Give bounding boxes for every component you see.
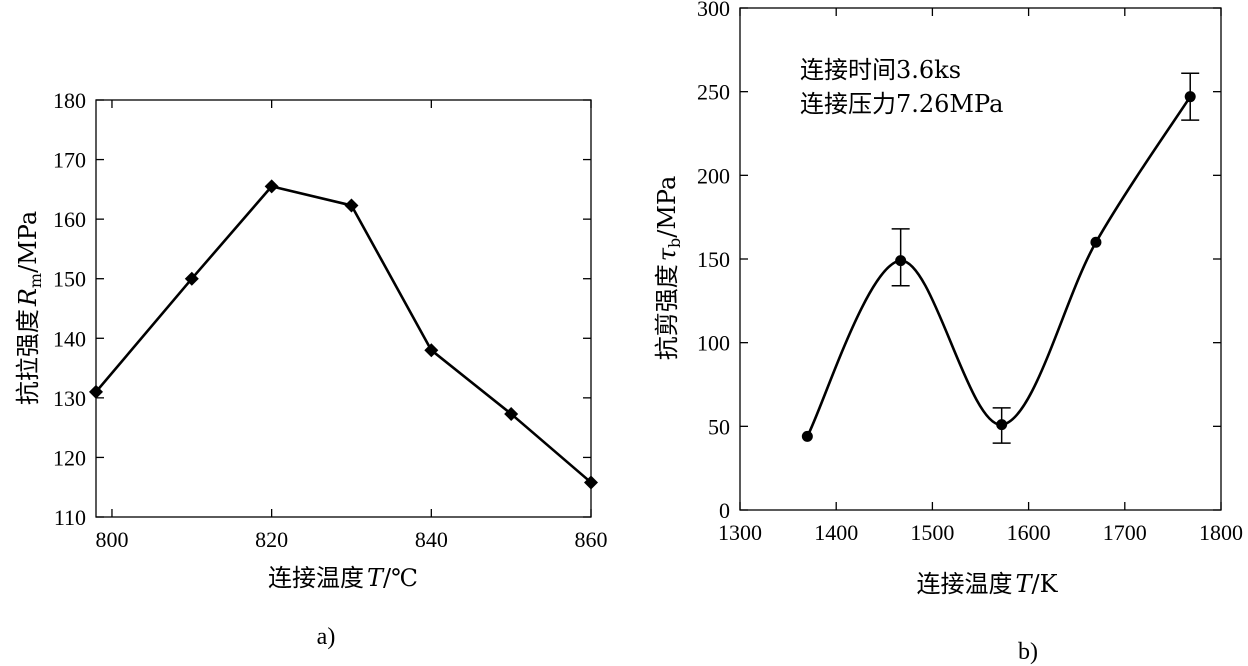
chart-a-data-point [584,475,598,490]
chart-a-data-point [424,343,439,358]
chart-b-xlabel: 连接温度 T/K [916,570,1058,598]
chart-a-ylabel: 抗拉强度Rm/MPa [14,211,45,405]
chart-a-ytick-label: 150 [53,267,86,292]
chart-a-series-line [95,185,592,484]
chart-b-data-point [996,419,1008,431]
chart-a-xlabel: 连接温度 T/℃ [268,564,418,592]
chart-b-xtick-label: 1700 [1103,520,1147,545]
chart-b-ytick-label: 300 [697,0,730,21]
chart-b-ytick-label: 100 [697,331,730,356]
chart-b-annotation-pressure: 连接压力7.26MPa [800,90,1003,118]
chart-b: 1300 1400 1500 1600 1700 1800 0 50 100 150 200 250 3… [653,0,1243,665]
chart-b-ytick-label: 250 [697,80,730,105]
chart-b-xtick-label: 1400 [814,520,858,545]
chart-b-series [801,72,1200,444]
chart-a-ytick-label: 120 [53,445,86,470]
chart-a-data-point [504,406,519,421]
chart-b-ytick-label: 150 [697,247,730,272]
chart-a-ticks: 800 820 840 860 110 120 130 140 150 160 170 180 [53,88,608,552]
chart-a-xtick-label: 840 [415,527,448,552]
chart-a-xtick-label: 820 [255,527,288,552]
chart-a-ytick-label: 180 [53,88,86,113]
chart-b-ytick-label: 0 [719,498,730,523]
chart-a-data-point [264,179,279,194]
chart-b-ytick-label: 200 [697,163,730,188]
chart-b-data-point [1090,236,1102,248]
chart-a-data-point [184,271,199,286]
chart-a-ytick-label: 130 [53,386,86,411]
chart-b-data-point [801,430,813,442]
chart-b-xtick-label: 1300 [718,520,762,545]
chart-b-data-point [895,255,907,267]
chart-a-data-point [89,384,103,399]
chart-b-ticks: 1300 1400 1500 1600 1700 1800 0 50 100 150 200 250 3… [697,0,1243,545]
chart-b-xtick-label: 1600 [1007,520,1051,545]
chart-b-annotation-time: 连接时间3.6ks [800,56,961,84]
chart-b-xtick-label: 1500 [910,520,954,545]
chart-a-xtick-label: 860 [575,527,608,552]
chart-a: 800 820 840 860 110 120 130 140 150 160 170 180 连接温… [14,88,608,650]
chart-a-ytick-label: 160 [53,207,86,232]
chart-b-series-line [806,95,1192,437]
chart-b-xtick-label: 1800 [1199,520,1243,545]
chart-a-xtick-label: 800 [95,527,128,552]
chart-a-data-point [344,198,359,213]
chart-a-ytick-label: 170 [53,148,86,173]
chart-b-data-point [1184,91,1196,103]
chart-a-ytick-label: 110 [54,505,86,530]
chart-a-ytick-label: 140 [53,326,86,351]
chart-a-series [89,179,598,490]
chart-a-frame [95,99,592,518]
chart-b-ytick-label: 50 [708,414,730,439]
chart-a-panel-label: a) [317,624,336,650]
chart-b-panel-label: b) [1018,639,1038,665]
chart-b-ylabel: 抗剪强度τb/MPa [653,176,684,361]
